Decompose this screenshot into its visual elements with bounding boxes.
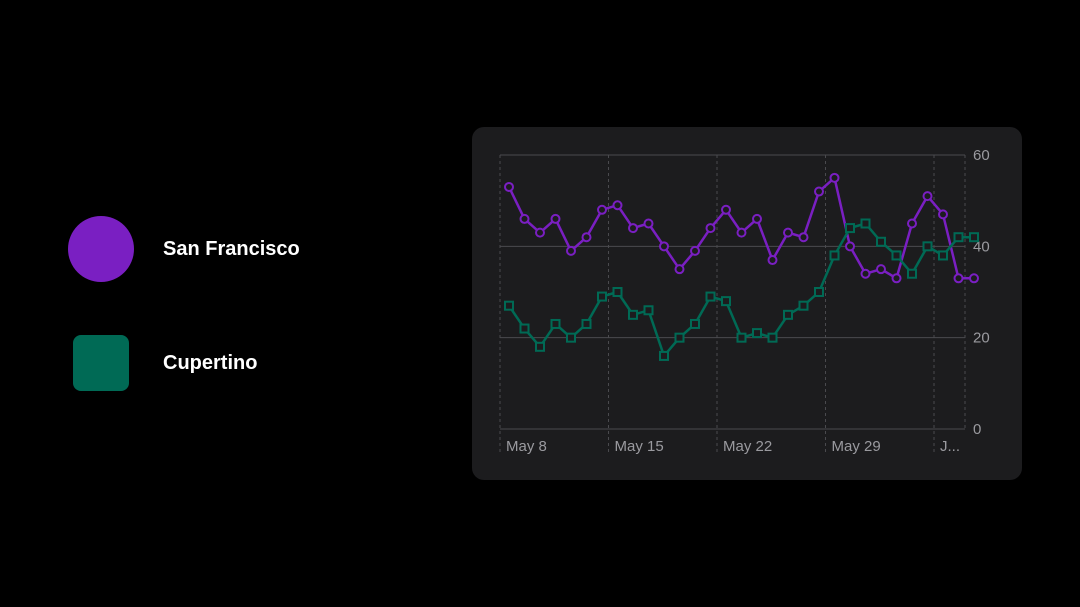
data-point: [736, 332, 747, 343]
data-point: [612, 200, 623, 211]
data-point: [721, 204, 731, 215]
data-point: [860, 218, 871, 229]
data-point: [829, 250, 840, 261]
data-point: [876, 236, 886, 247]
data-point: [690, 318, 700, 329]
data-point: [705, 291, 716, 302]
data-point: [891, 250, 902, 261]
data-point: [705, 223, 716, 234]
data-point: [922, 191, 933, 202]
data-point: [535, 227, 545, 238]
data-point: [798, 300, 809, 311]
data-point: [643, 218, 654, 229]
data-point: [922, 241, 933, 252]
data-point: [783, 227, 793, 238]
y-tick-label: 40: [973, 238, 990, 255]
line-chart: 0 20 40 60 May 8 May 15 May 22 May 29 J...: [499, 147, 990, 455]
data-point: [690, 245, 700, 256]
data-point: [767, 255, 778, 266]
data-point: [752, 328, 762, 339]
data-point: [628, 223, 638, 234]
data-point: [891, 273, 902, 284]
data-point: [752, 213, 762, 224]
x-tick-label: May 22: [723, 438, 772, 455]
y-tick-label: 0: [973, 421, 981, 438]
y-tick-label: 60: [973, 147, 990, 164]
data-point: [659, 350, 669, 361]
data-point: [581, 318, 592, 329]
data-point: [969, 273, 979, 284]
data-point: [814, 186, 824, 197]
data-point: [674, 332, 685, 343]
data-point: [550, 318, 561, 329]
data-point: [938, 209, 948, 220]
data-point: [969, 232, 979, 243]
data-point: [643, 305, 654, 316]
data-point: [783, 309, 793, 320]
x-tick-label: May 8: [506, 438, 547, 455]
data-point: [721, 296, 731, 307]
data-point: [938, 250, 948, 261]
data-point: [876, 264, 886, 275]
data-point: [550, 213, 561, 224]
data-point: [907, 218, 917, 229]
data-point: [504, 300, 514, 311]
data-point: [674, 264, 685, 275]
data-point: [659, 241, 669, 252]
data-point: [829, 172, 840, 183]
data-point: [953, 273, 964, 284]
data-point: [798, 232, 809, 243]
data-point: [566, 332, 576, 343]
data-point: [535, 341, 545, 352]
circle-swatch-icon: [68, 216, 134, 282]
legend-label: Cupertino: [163, 351, 258, 374]
data-point: [953, 232, 964, 243]
data-point: [628, 309, 638, 320]
x-tick-label: May 29: [832, 438, 881, 455]
legend-item-san-francisco: San Francisco: [68, 216, 300, 282]
data-point: [907, 268, 917, 279]
legend-item-cupertino: Cupertino: [68, 335, 257, 391]
data-point: [767, 332, 778, 343]
data-point: [845, 241, 855, 252]
data-point: [736, 227, 747, 238]
data-point: [519, 323, 530, 334]
data-point: [597, 204, 607, 215]
data-point: [566, 245, 576, 256]
square-swatch-icon: [73, 335, 129, 391]
data-point: [504, 181, 514, 192]
y-tick-label: 20: [973, 330, 990, 347]
chart-card: 0 20 40 60 May 8 May 15 May 22 May 29 J...: [472, 127, 1022, 480]
data-point: [845, 223, 855, 234]
x-tick-label: May 15: [615, 438, 664, 455]
legend-label: San Francisco: [163, 237, 300, 260]
data-point: [612, 287, 623, 297]
data-point: [519, 213, 530, 224]
data-point: [597, 291, 607, 302]
data-point: [814, 287, 824, 297]
data-point: [581, 232, 592, 243]
data-point: [860, 268, 871, 279]
x-tick-label: J...: [940, 438, 960, 455]
